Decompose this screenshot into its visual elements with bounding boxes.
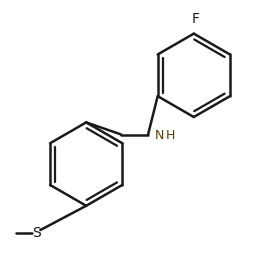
Text: S: S: [32, 226, 41, 240]
Text: H: H: [165, 129, 175, 142]
Text: F: F: [191, 12, 199, 26]
Text: N: N: [155, 129, 164, 142]
